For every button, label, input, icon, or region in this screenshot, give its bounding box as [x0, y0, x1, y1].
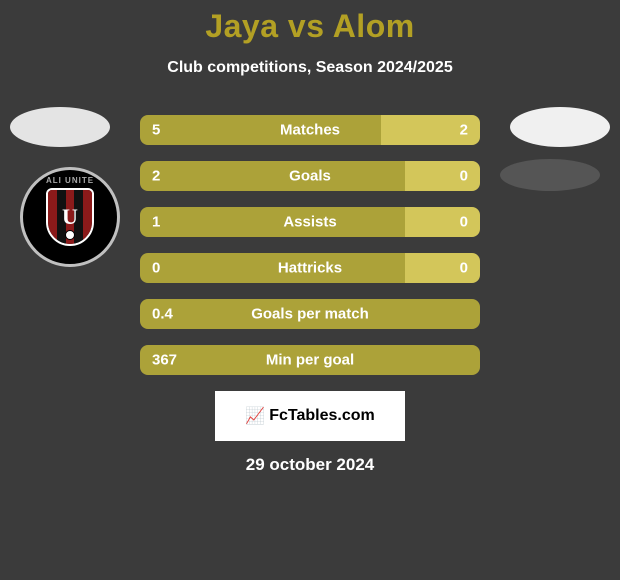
season-subtitle: Club competitions, Season 2024/2025 [0, 59, 620, 77]
club-badge-top-text: ALI UNITE [46, 176, 94, 185]
stat-bar-left [140, 207, 405, 237]
stat-value-right: 0 [460, 168, 468, 185]
stat-row: 0 Hattricks 0 [140, 253, 480, 283]
brand-chart-icon: 📈 [245, 406, 265, 426]
stat-value-left: 5 [152, 122, 160, 139]
club-badge-ball-icon [65, 230, 75, 240]
stat-bar-right [405, 207, 480, 237]
stat-label: Assists [283, 214, 336, 231]
stat-value-right: 2 [460, 122, 468, 139]
stat-label: Goals per match [251, 306, 369, 323]
stat-row: 0 Goals 2 [140, 161, 480, 191]
stat-value-left: 0 [152, 260, 160, 277]
stat-label: Goals [289, 168, 331, 185]
stat-row: 2 Matches 5 [140, 115, 480, 145]
stat-row: Goals per match 0.4 [140, 299, 480, 329]
stat-bars: 2 Matches 5 0 Goals 2 0 Assists 1 0 Hattricks 0 Goal… [140, 115, 480, 375]
stat-value-left: 0.4 [152, 306, 173, 323]
player1-club-badge: ALI UNITE U [20, 167, 120, 283]
stat-bar-right [405, 253, 480, 283]
snapshot-date: 29 october 2024 [0, 455, 620, 475]
club-badge-shield: U [46, 188, 94, 246]
club-badge-circle: ALI UNITE U [20, 167, 120, 267]
stat-row: Min per goal 367 [140, 345, 480, 375]
stat-value-right: 0 [460, 214, 468, 231]
stat-bar-left [140, 115, 381, 145]
stat-bar-left [140, 253, 405, 283]
stat-value-right: 0 [460, 260, 468, 277]
stat-bar-left [140, 161, 405, 191]
stat-row: 0 Assists 1 [140, 207, 480, 237]
stat-value-left: 1 [152, 214, 160, 231]
player2-club-placeholder [500, 159, 600, 191]
stat-label: Hattricks [278, 260, 342, 277]
player1-avatar-placeholder [10, 107, 110, 147]
shield-stripe [48, 190, 57, 244]
stats-area: ALI UNITE U 2 Matches 5 0 Goals 2 0 Assists 1 0 Ha… [0, 115, 620, 375]
stat-label: Min per goal [266, 352, 354, 369]
brand-watermark: 📈 FcTables.com [215, 391, 405, 441]
stat-bar-right [405, 161, 480, 191]
stat-label: Matches [280, 122, 340, 139]
brand-text: FcTables.com [269, 407, 375, 425]
club-badge-letter: U [62, 204, 78, 230]
page-title: Jaya vs Alom [0, 0, 620, 45]
shield-stripe [83, 190, 92, 244]
stat-value-left: 2 [152, 168, 160, 185]
player2-avatar-placeholder [510, 107, 610, 147]
comparison-infographic: Jaya vs Alom Club competitions, Season 2… [0, 0, 620, 580]
stat-value-left: 367 [152, 352, 177, 369]
